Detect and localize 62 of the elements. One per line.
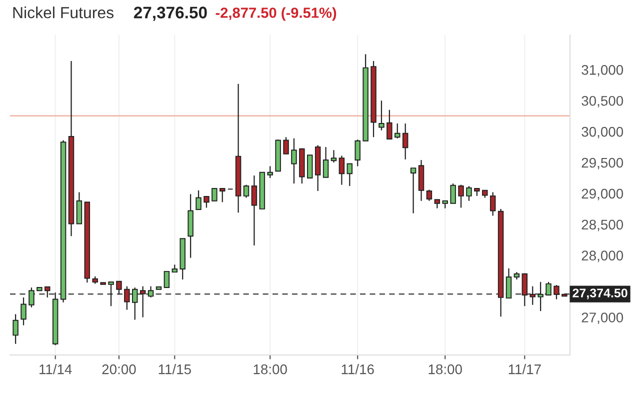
candlestick [378,100,384,131]
candlestick [212,188,218,202]
candlestick [322,146,329,178]
x-tick-label: 11/17 [508,364,541,374]
candlestick [490,192,496,216]
x-tick-label: 11/15 [158,364,191,374]
candlestick [506,268,512,299]
candlestick [546,281,552,296]
y-tick-label: 29,500 [582,158,624,170]
candlestick [466,185,472,202]
candlestick [338,155,345,186]
y-tick-label: 27,000 [582,312,624,324]
candlestick [148,286,154,298]
candlestick [307,154,313,178]
candlestick [124,286,130,310]
y-tick-label: 30,500 [582,96,624,108]
candlestick [164,270,170,288]
x-tick-label: 11/16 [342,364,374,374]
candlestick [140,286,146,318]
y-tick-label: 30,000 [582,126,624,138]
candlestick [28,286,34,308]
candlestick [20,296,26,326]
y-tick-label: 29,000 [582,188,624,200]
candlestick [538,281,544,312]
candlestick [346,163,353,187]
candlestick [554,284,560,300]
candlestick [426,189,432,202]
candlestick [530,286,536,306]
candlestick [44,286,50,298]
text: 27,376.50 [134,6,207,21]
candlestick [76,192,82,224]
candlestick [450,182,456,204]
candlestick [116,280,122,295]
text: -2,877.50 (-9.51%) [216,7,336,21]
candlestick [251,174,258,246]
y-tick-label: 31,000 [582,64,624,76]
candlestick [522,272,528,307]
candlestick [132,286,138,320]
candlestick [386,109,392,140]
candlestick [354,139,360,167]
y-tick-label: 28,500 [582,220,624,232]
candlestick [394,122,400,139]
candlestick [410,168,416,214]
candlestick [330,150,337,164]
ref-line-label: 27,374.50 [572,288,628,300]
candlestick [402,122,408,160]
candlestick [283,136,289,154]
candlestick [196,190,202,210]
y-tick-label: 28,000 [582,250,624,262]
candlestick [291,138,297,184]
x-tick-label: 11/14 [40,364,72,374]
x-tick-label: 20:00 [102,364,136,374]
candlestick [12,314,18,344]
x-tick-label: 18:00 [428,364,462,374]
candlestick [243,184,250,198]
candlestick [220,188,226,203]
candlestick [204,196,210,208]
x-tick-label: 18:00 [254,364,287,374]
candlestick [267,166,273,179]
chart-title: Nickel Futures [13,6,114,18]
candlestick [108,281,114,307]
candlestick [458,184,464,208]
